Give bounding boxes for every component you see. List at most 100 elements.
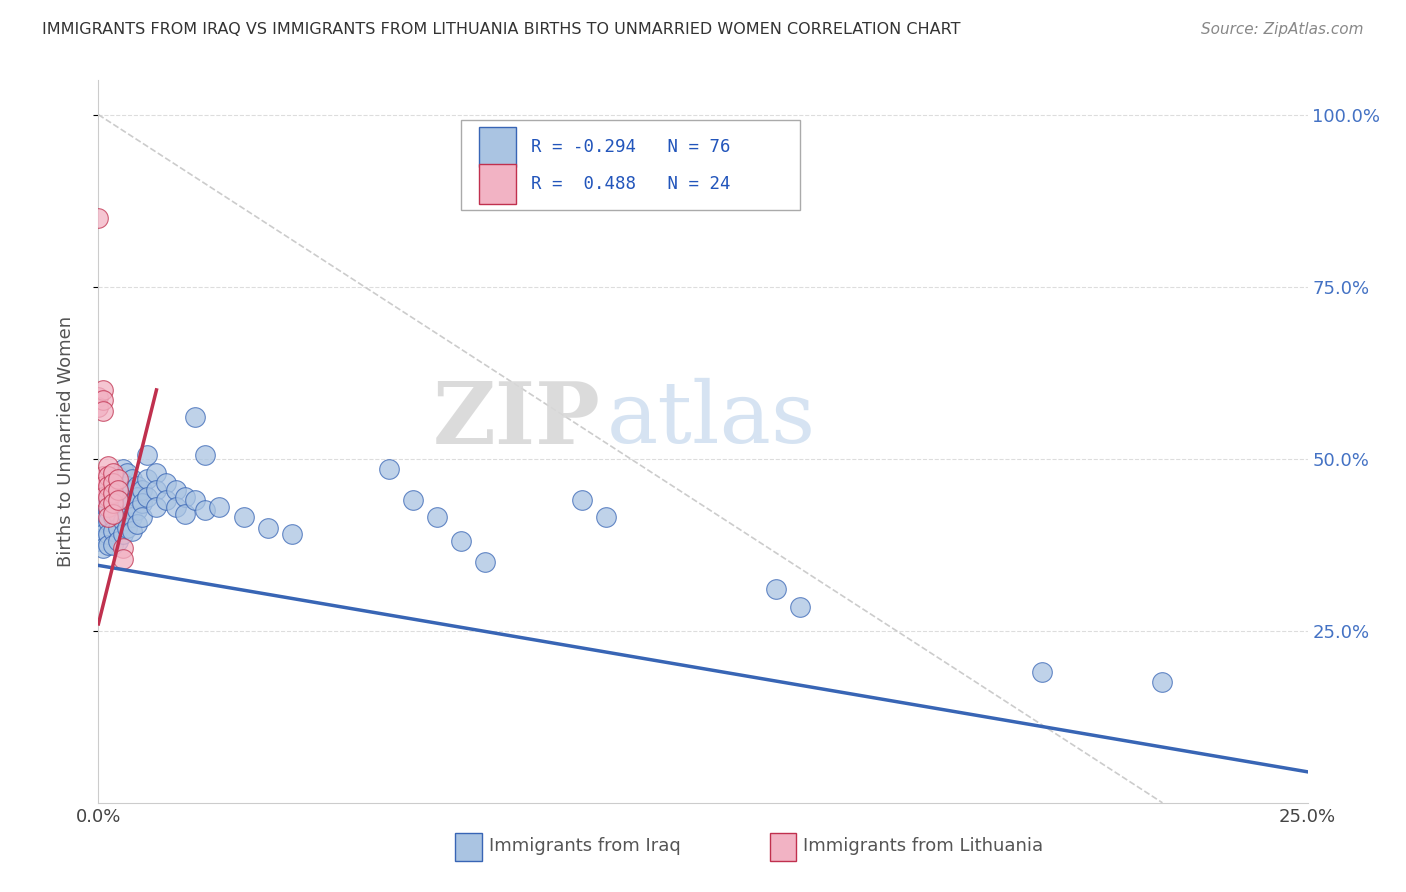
Point <box>765 582 787 597</box>
Point <box>155 493 177 508</box>
Point <box>101 466 124 480</box>
Point <box>101 524 124 538</box>
Point <box>155 475 177 490</box>
Point <box>101 496 124 510</box>
Point <box>107 483 129 497</box>
Point <box>101 507 124 521</box>
Point <box>135 490 157 504</box>
Point <box>184 493 207 508</box>
Point <box>97 490 120 504</box>
Point <box>145 483 167 497</box>
Point <box>101 486 124 500</box>
Point <box>91 403 114 417</box>
Text: Immigrants from Lithuania: Immigrants from Lithuania <box>803 838 1043 855</box>
Point <box>111 551 134 566</box>
Point <box>101 486 124 500</box>
Text: ZIP: ZIP <box>433 378 600 462</box>
Point <box>87 534 110 549</box>
Point <box>87 211 110 225</box>
Point <box>101 510 124 524</box>
FancyBboxPatch shape <box>456 833 482 861</box>
Point <box>97 469 120 483</box>
Y-axis label: Births to Unmarried Women: Births to Unmarried Women <box>56 316 75 567</box>
Point <box>1152 675 1174 690</box>
Point <box>97 493 120 508</box>
Point <box>87 400 110 414</box>
Point <box>97 514 120 528</box>
Point <box>121 496 143 510</box>
Text: IMMIGRANTS FROM IRAQ VS IMMIGRANTS FROM LITHUANIA BIRTHS TO UNMARRIED WOMEN CORR: IMMIGRANTS FROM IRAQ VS IMMIGRANTS FROM … <box>42 22 960 37</box>
Point <box>91 393 114 408</box>
Point <box>107 493 129 508</box>
Point <box>107 507 129 521</box>
Point <box>127 479 149 493</box>
Point <box>789 599 811 614</box>
Text: atlas: atlas <box>606 378 815 461</box>
Point <box>174 490 197 504</box>
Point <box>97 527 120 541</box>
Point <box>111 486 134 500</box>
Text: Immigrants from Iraq: Immigrants from Iraq <box>489 838 681 855</box>
Point <box>121 524 143 538</box>
Text: R = -0.294   N = 76: R = -0.294 N = 76 <box>531 138 731 156</box>
Point <box>101 496 124 510</box>
Point <box>208 500 231 514</box>
Point <box>117 507 139 521</box>
Point <box>131 510 153 524</box>
Point <box>97 483 120 497</box>
Point <box>97 458 120 473</box>
Point <box>135 448 157 462</box>
Point <box>194 503 217 517</box>
Point <box>121 472 143 486</box>
Point <box>165 483 187 497</box>
Point <box>450 534 472 549</box>
Point <box>107 534 129 549</box>
Point <box>91 527 114 541</box>
Point <box>232 510 254 524</box>
Point <box>127 503 149 517</box>
Point <box>91 469 114 483</box>
Point <box>91 490 114 504</box>
Point <box>474 555 496 569</box>
Point <box>117 479 139 493</box>
Point <box>91 503 114 517</box>
Point <box>111 462 134 476</box>
Point <box>111 500 134 514</box>
Point <box>91 493 114 508</box>
Point <box>131 496 153 510</box>
Point <box>97 500 120 514</box>
Point <box>281 527 304 541</box>
Point <box>127 517 149 532</box>
Point <box>402 493 425 508</box>
Point <box>97 538 120 552</box>
Point <box>571 493 593 508</box>
Point <box>256 520 278 534</box>
Point <box>101 538 124 552</box>
Point <box>87 524 110 538</box>
Point <box>595 510 617 524</box>
Point <box>111 475 134 490</box>
Point <box>91 479 114 493</box>
Point <box>1031 665 1053 679</box>
Point <box>101 475 124 490</box>
Point <box>91 383 114 397</box>
Point <box>145 466 167 480</box>
Point <box>107 520 129 534</box>
FancyBboxPatch shape <box>479 164 516 204</box>
Text: Source: ZipAtlas.com: Source: ZipAtlas.com <box>1201 22 1364 37</box>
Point <box>131 483 153 497</box>
Point <box>377 462 399 476</box>
FancyBboxPatch shape <box>479 127 516 167</box>
Point <box>111 514 134 528</box>
Point <box>117 466 139 480</box>
Point <box>97 479 120 493</box>
Point <box>97 510 120 524</box>
Point <box>165 500 187 514</box>
Point <box>101 475 124 490</box>
Point <box>107 483 129 497</box>
FancyBboxPatch shape <box>769 833 796 861</box>
Point <box>107 472 129 486</box>
Point <box>111 541 134 556</box>
FancyBboxPatch shape <box>461 120 800 211</box>
Point <box>121 483 143 497</box>
